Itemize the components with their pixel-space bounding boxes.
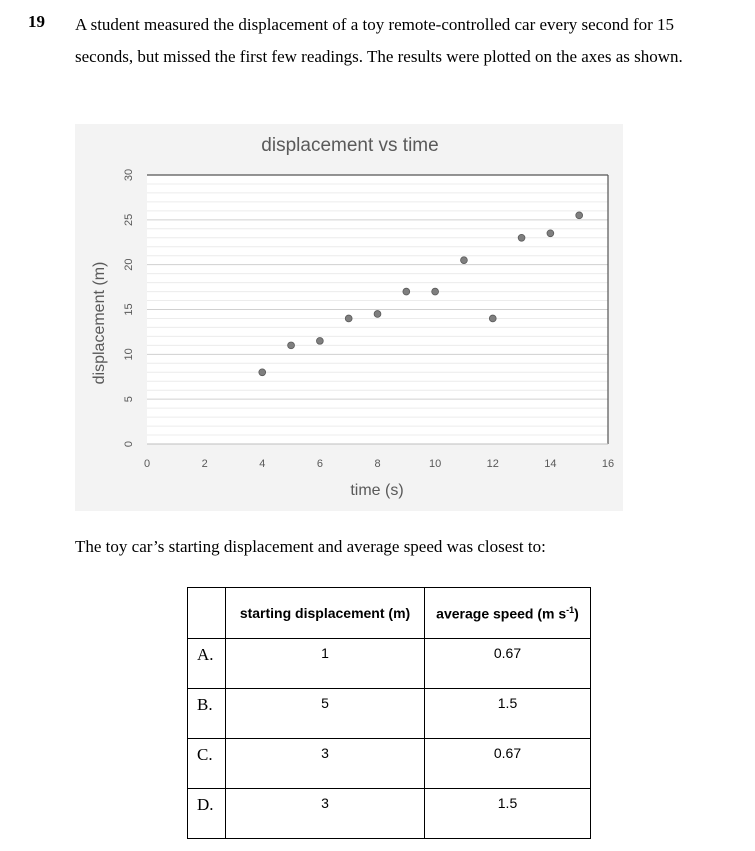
- y-tick-label: 25: [123, 214, 135, 226]
- option-label-b: B.: [187, 688, 226, 739]
- x-axis-label: time (s): [350, 482, 403, 499]
- y-tick-label: 20: [123, 259, 135, 271]
- x-tick-label: 0: [144, 458, 150, 470]
- option-label-a: A.: [187, 638, 226, 689]
- data-point: [402, 287, 411, 296]
- table-row-c: C. 3 0.67: [187, 738, 591, 789]
- chart-panel: displacement vs time time (s) displaceme…: [75, 124, 623, 511]
- x-tick-label: 8: [374, 458, 380, 470]
- data-point: [488, 314, 497, 323]
- header-blank: [187, 587, 226, 639]
- header-average-speed-main: average speed (m s: [436, 605, 567, 622]
- y-tick-label: 5: [123, 396, 135, 402]
- data-point: [316, 337, 324, 345]
- option-label-c: C.: [187, 738, 226, 789]
- option-d-speed: 1.5: [424, 788, 591, 839]
- option-a-start: 1: [225, 638, 425, 689]
- option-b-start: 5: [225, 688, 425, 739]
- x-tick-label: 6: [317, 458, 323, 470]
- x-tick-label: 16: [602, 458, 614, 470]
- option-label-d: D.: [187, 788, 226, 839]
- header-average-speed-sup: -1: [566, 604, 575, 615]
- plot-area: 0 2 4 6 8 10 12 14 16 0 5 10 15 20 25 30: [123, 169, 614, 470]
- option-c-start: 3: [225, 738, 425, 789]
- option-a-speed: 0.67: [424, 638, 591, 689]
- option-b-speed: 1.5: [424, 688, 591, 739]
- data-point: [575, 211, 583, 220]
- header-average-speed-tail: ): [574, 605, 579, 622]
- scatter-chart: displacement vs time time (s) displaceme…: [91, 135, 614, 499]
- x-tick-label: 12: [487, 458, 499, 470]
- y-tick-label: 0: [123, 441, 135, 447]
- x-tick-label: 14: [544, 458, 556, 470]
- x-tick-label: 2: [202, 458, 208, 470]
- header-starting-displacement: starting displacement (m): [225, 587, 425, 639]
- y-tick-label: 15: [123, 303, 135, 315]
- y-axis-label: displacement (m): [91, 262, 108, 385]
- options-table: starting displacement (m) average speed …: [187, 587, 591, 839]
- option-d-start: 3: [225, 788, 425, 839]
- table-row-b: B. 5 1.5: [187, 688, 591, 739]
- chart-title: displacement vs time: [261, 135, 438, 156]
- data-point: [517, 233, 526, 242]
- table-row-a: A. 1 0.67: [187, 638, 591, 689]
- x-tick-label: 4: [259, 458, 265, 470]
- y-tick-label: 10: [123, 348, 135, 360]
- x-tick-label: 10: [429, 458, 441, 470]
- header-average-speed: average speed (m s-1): [424, 587, 591, 639]
- data-point: [344, 314, 353, 323]
- table-row-d: D. 3 1.5: [187, 788, 591, 839]
- y-tick-label: 30: [123, 169, 135, 181]
- data-point: [287, 341, 295, 350]
- option-c-speed: 0.67: [424, 738, 591, 789]
- data-point: [258, 368, 267, 377]
- question-text: A student measured the displacement of a…: [75, 15, 683, 66]
- data-point: [546, 229, 555, 238]
- data-point: [431, 287, 439, 296]
- table-header-row: starting displacement (m) average speed …: [187, 587, 591, 639]
- data-point: [373, 310, 382, 318]
- data-point: [460, 256, 468, 264]
- answer-prompt: The toy car’s starting displacement and …: [75, 537, 546, 556]
- question-number: 19: [28, 12, 45, 31]
